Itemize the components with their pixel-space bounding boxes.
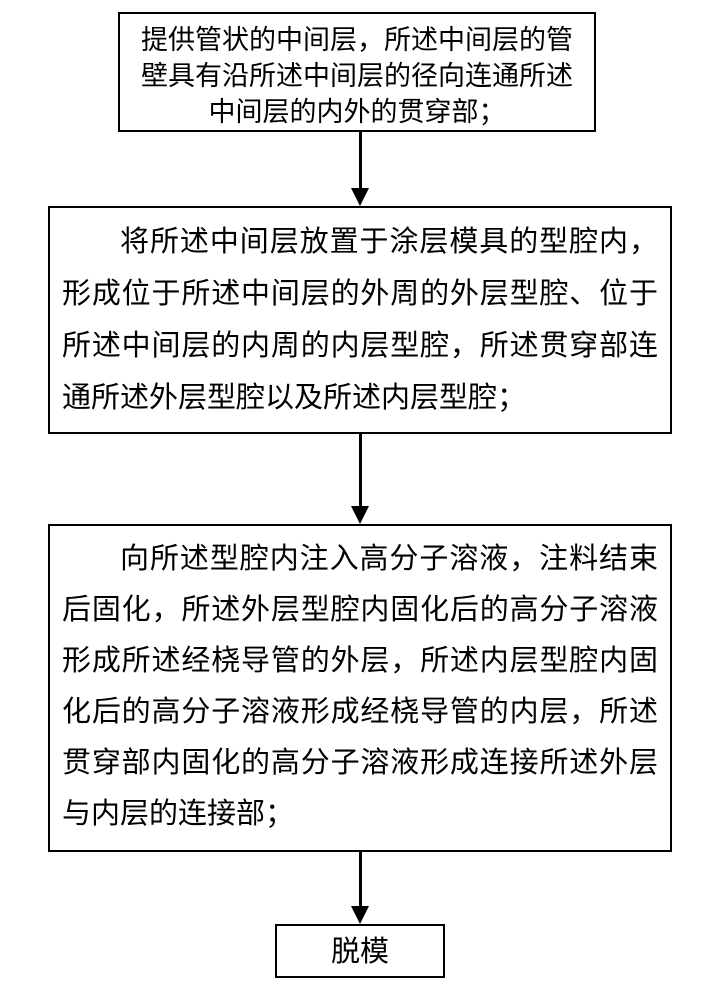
flow-arrow-2-head	[351, 506, 369, 524]
flow-step-1-text: 提供管状的中间层，所述中间层的管壁具有沿所述中间层的径向连通所述中间层的内外的贯…	[132, 22, 582, 130]
flow-step-3-text: 向所述型腔内注入高分子溶液，注料结束后固化，所述外层型腔内固化后的高分子溶液形成…	[62, 534, 658, 840]
flow-step-4-text: 脱模	[289, 934, 431, 970]
flowchart-canvas: 提供管状的中间层，所述中间层的管壁具有沿所述中间层的径向连通所述中间层的内外的贯…	[0, 0, 719, 1000]
flow-arrow-1-line	[359, 132, 362, 188]
flow-arrow-1-head	[351, 188, 369, 206]
flow-step-2-text: 将所述中间层放置于涂层模具的型腔内，形成位于所述中间层的外周的外层型腔、位于所述…	[62, 216, 658, 424]
flow-arrow-2-line	[359, 434, 362, 506]
flow-step-4: 脱模	[275, 924, 445, 978]
flow-step-3: 向所述型腔内注入高分子溶液，注料结束后固化，所述外层型腔内固化后的高分子溶液形成…	[48, 524, 672, 852]
flow-step-2: 将所述中间层放置于涂层模具的型腔内，形成位于所述中间层的外周的外层型腔、位于所述…	[48, 206, 672, 434]
flow-arrow-3-head	[351, 906, 369, 924]
flow-step-1: 提供管状的中间层，所述中间层的管壁具有沿所述中间层的径向连通所述中间层的内外的贯…	[118, 12, 596, 132]
flow-arrow-3-line	[359, 852, 362, 906]
